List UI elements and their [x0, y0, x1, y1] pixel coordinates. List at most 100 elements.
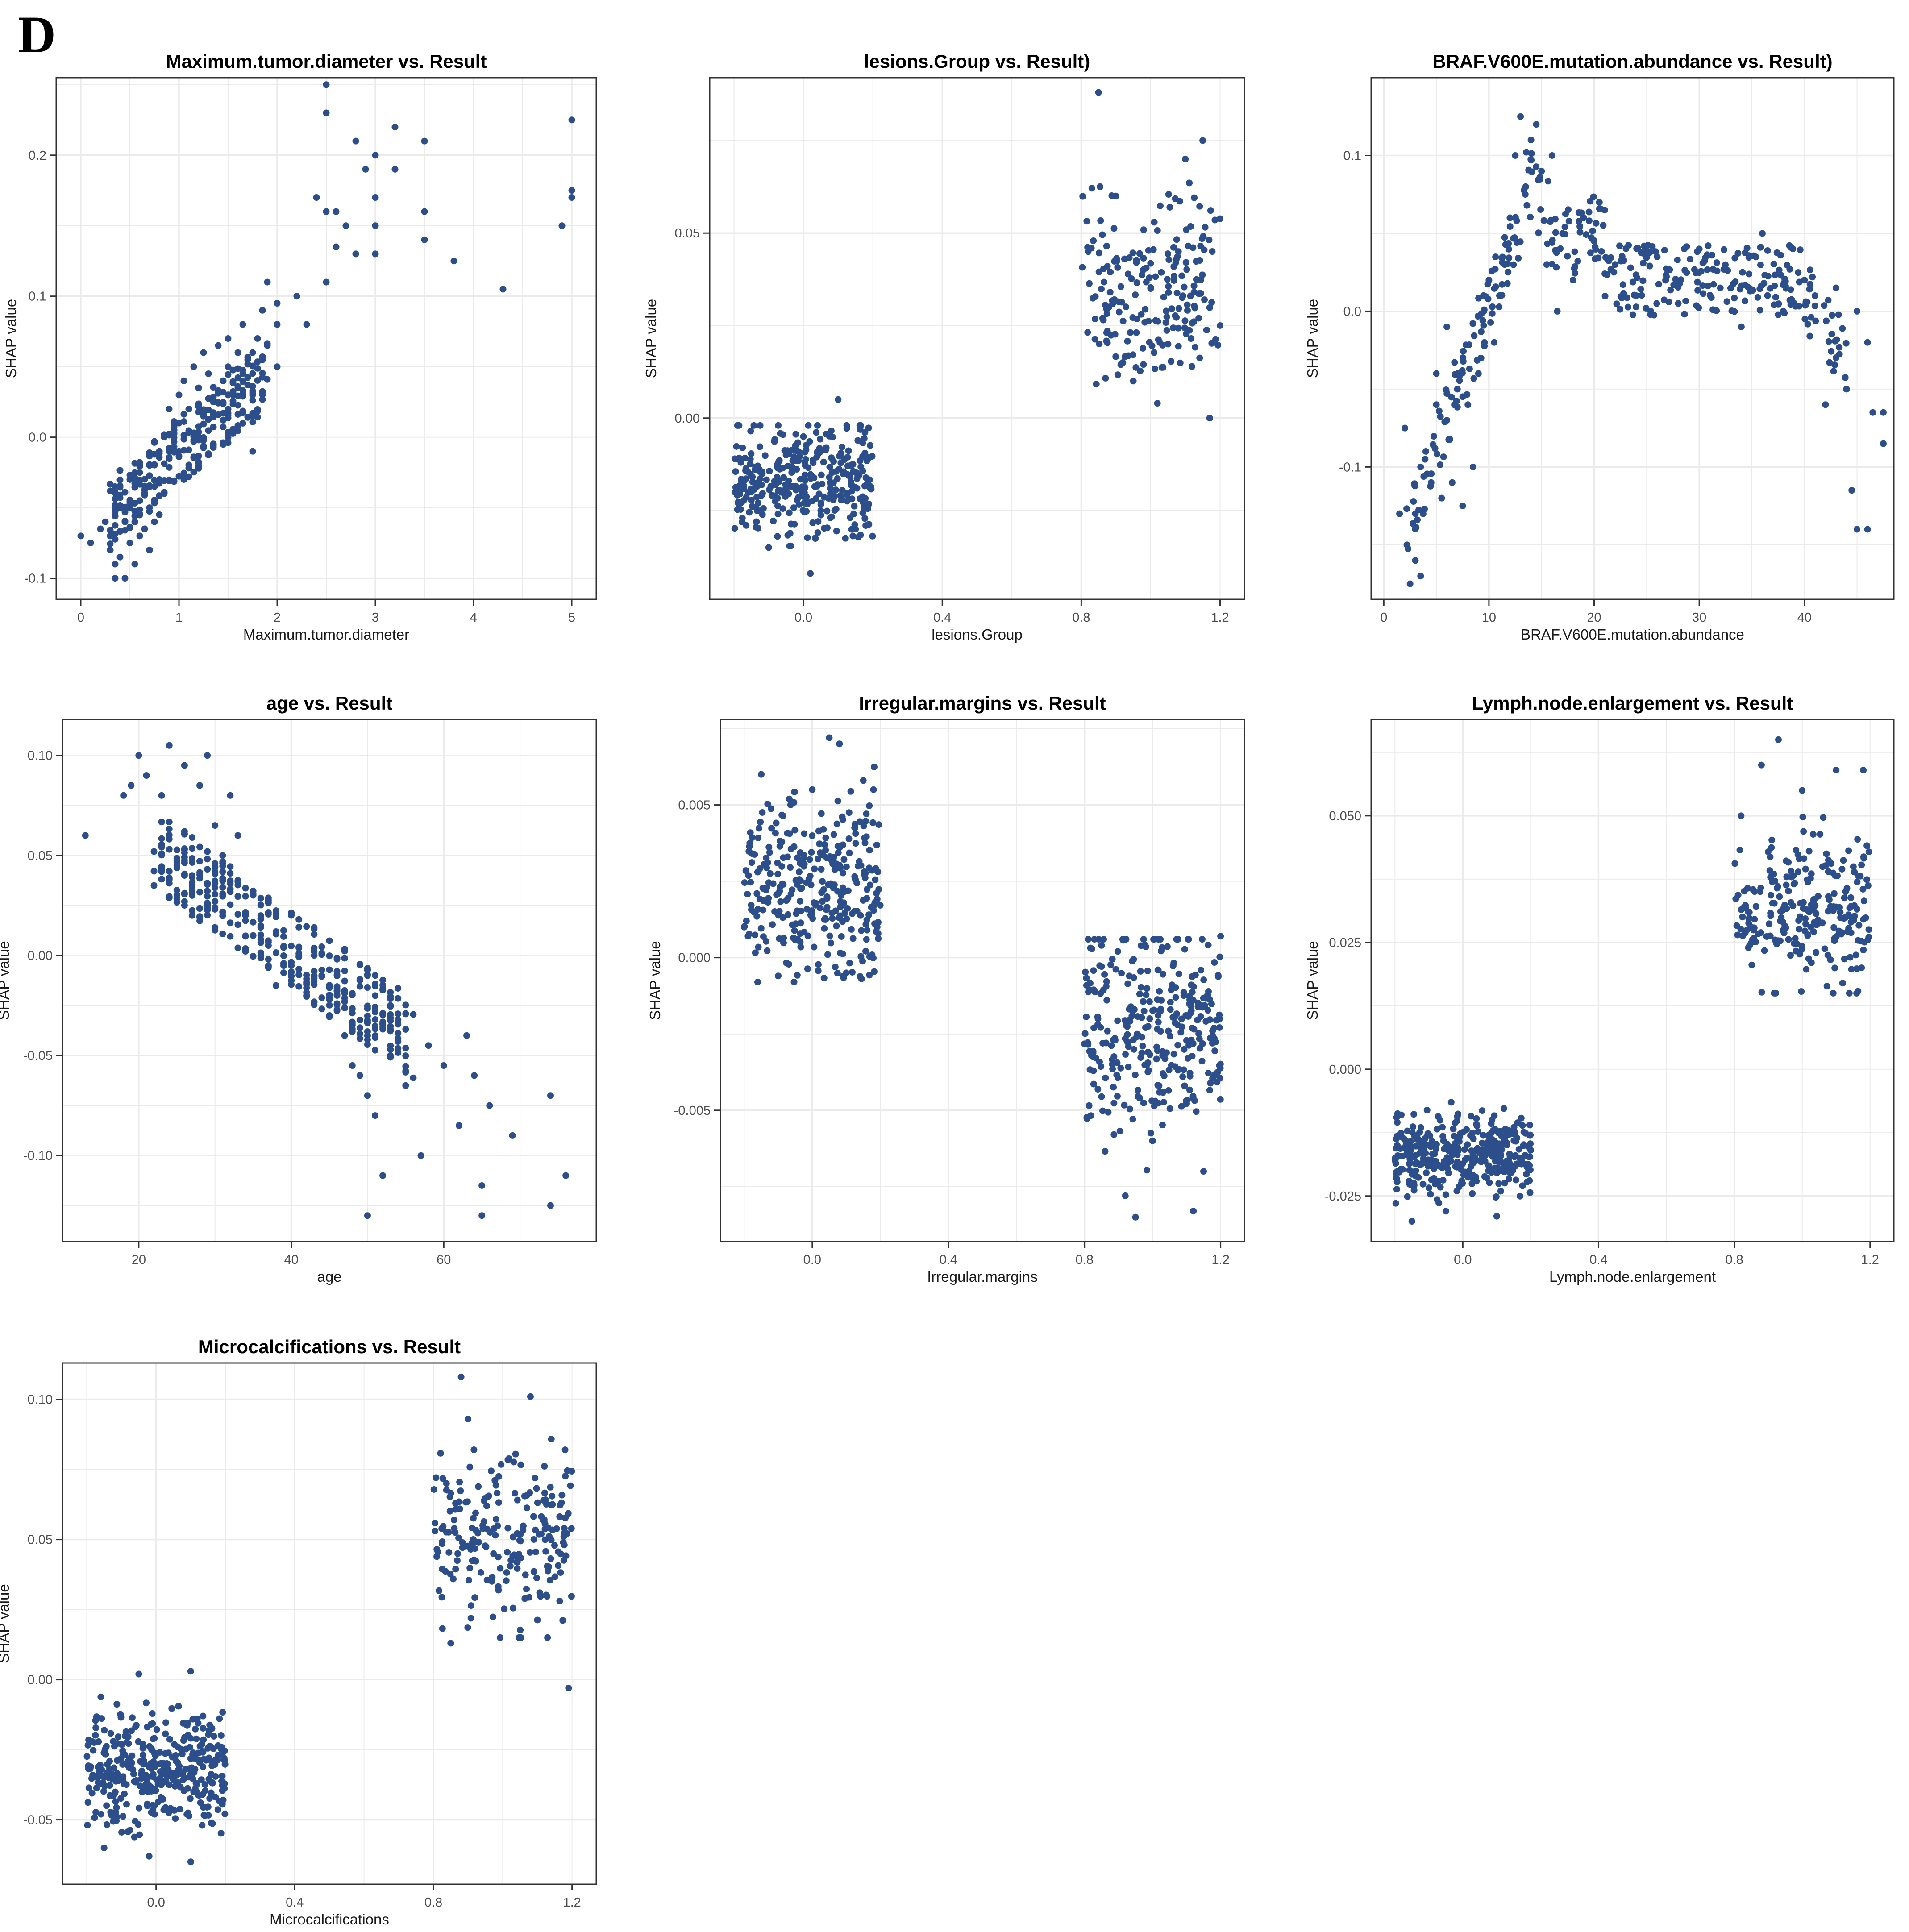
data-point: [125, 1733, 132, 1740]
data-point: [1705, 242, 1712, 249]
data-point: [1826, 359, 1833, 366]
data-point: [459, 1544, 466, 1551]
data-point: [792, 482, 799, 490]
data-point: [148, 1745, 155, 1752]
data-point: [1175, 970, 1182, 977]
data-point: [1167, 999, 1174, 1006]
data-point: [1491, 285, 1498, 292]
data-point: [1704, 266, 1711, 273]
data-point: [106, 1782, 113, 1789]
data-point: [562, 1172, 570, 1179]
data-point: [295, 923, 303, 931]
data-point: [341, 1005, 348, 1012]
data-point: [1473, 1122, 1481, 1129]
data-point: [507, 1562, 514, 1570]
data-point: [265, 956, 272, 963]
data-point: [1687, 256, 1694, 263]
data-point: [1129, 1116, 1136, 1123]
data-point: [862, 522, 869, 529]
data-point: [1115, 298, 1122, 305]
data-point: [181, 898, 188, 905]
data-point: [826, 734, 833, 741]
data-point: [1880, 409, 1887, 416]
data-point: [860, 777, 867, 784]
y-tick-label: 0.000: [678, 951, 711, 965]
data-point: [1506, 214, 1514, 221]
data-point: [764, 947, 771, 954]
data-point: [1152, 273, 1159, 280]
data-point: [1198, 1058, 1206, 1065]
data-point: [1193, 1108, 1200, 1115]
data-point: [1860, 897, 1867, 905]
data-point: [1589, 227, 1596, 234]
data-point: [417, 1152, 424, 1159]
data-point: [1176, 198, 1183, 205]
data-point: [1518, 1114, 1525, 1122]
data-point: [1796, 926, 1803, 933]
data-point: [830, 831, 837, 838]
data-point: [1842, 374, 1849, 381]
data-point: [495, 1554, 502, 1561]
data-point: [150, 868, 158, 875]
data-point: [846, 849, 853, 856]
data-point: [788, 469, 795, 476]
data-point: [1114, 948, 1121, 955]
data-point: [1121, 1101, 1128, 1109]
data-point: [773, 891, 780, 898]
data-point: [121, 518, 129, 525]
data-point: [530, 1568, 537, 1575]
data-point: [532, 1475, 539, 1482]
data-point: [860, 504, 867, 511]
data-point: [364, 984, 371, 991]
data-point: [861, 868, 868, 875]
data-point: [1160, 1089, 1167, 1096]
data-point: [860, 823, 867, 830]
data-point: [1784, 262, 1791, 269]
data-point: [318, 966, 325, 973]
data-point: [811, 474, 818, 482]
data-point: [234, 427, 241, 434]
data-point: [259, 396, 266, 403]
y-tick-label: 0.000: [1329, 1063, 1361, 1077]
data-point: [166, 1736, 173, 1743]
data-point: [526, 1489, 533, 1496]
data-point: [1813, 949, 1820, 956]
data-point: [196, 871, 204, 878]
data-point: [1789, 245, 1797, 253]
data-point: [1773, 885, 1780, 892]
data-point: [1860, 853, 1867, 860]
data-point: [179, 1777, 187, 1784]
data-point: [212, 864, 219, 871]
data-point: [323, 208, 330, 215]
data-point: [1103, 978, 1110, 985]
data-point: [196, 858, 204, 865]
data-point: [545, 1563, 552, 1571]
data-point: [748, 489, 755, 496]
data-point: [1768, 836, 1776, 843]
data-point: [1788, 899, 1795, 906]
chart-panel: 0.0 0.4 0.8 1.2-0.0050.0000.005Irregular.ma…: [647, 693, 1245, 1285]
x-axis-label: Microcalcifications: [270, 1911, 389, 1928]
data-point: [1213, 1017, 1220, 1024]
data-point: [1518, 1156, 1525, 1163]
data-point: [1481, 339, 1488, 346]
data-point: [142, 1771, 150, 1778]
data-point: [560, 1557, 567, 1564]
data-point: [789, 464, 796, 471]
data-point: [1091, 316, 1098, 323]
data-point: [1411, 480, 1418, 487]
data-point: [787, 890, 794, 897]
data-point: [488, 1467, 495, 1475]
data-point: [1109, 297, 1116, 304]
data-point: [187, 1735, 194, 1742]
data-point: [787, 864, 794, 871]
data-point: [1460, 1172, 1467, 1179]
data-point: [769, 921, 776, 928]
data-point: [132, 1778, 139, 1786]
data-point: [1795, 269, 1802, 276]
data-point: [1776, 893, 1783, 900]
data-point: [556, 1597, 563, 1604]
data-point: [1761, 947, 1768, 954]
data-point: [131, 518, 138, 525]
data-point: [1086, 1066, 1094, 1073]
